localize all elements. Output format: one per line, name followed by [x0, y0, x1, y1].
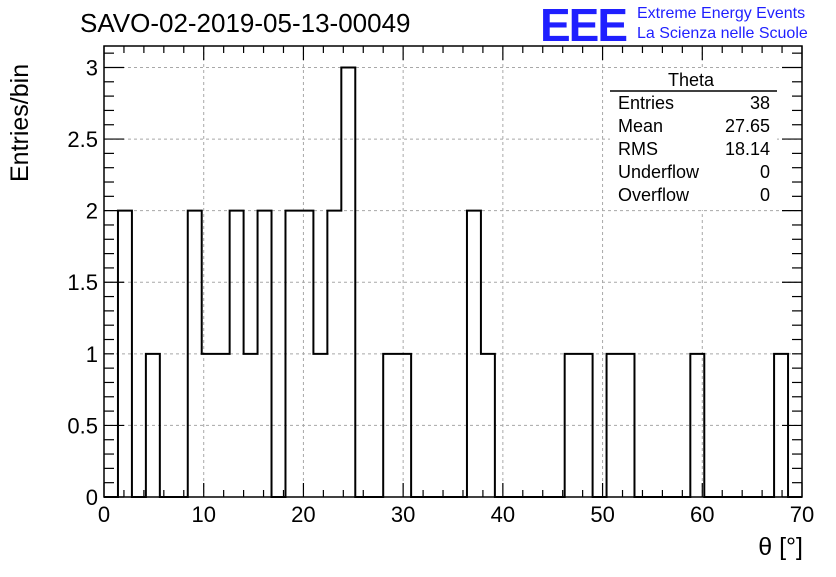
plot-frame: [103, 45, 803, 498]
histogram-bin: [690, 354, 704, 497]
stats-key: RMS: [618, 139, 658, 159]
histogram-bin: [383, 354, 397, 497]
stats-value: 27.65: [724, 116, 770, 136]
y-tick-label: 0: [86, 485, 98, 510]
histogram-bin: [579, 354, 593, 497]
histogram-bin: [285, 211, 299, 497]
histogram-bin: [481, 354, 495, 497]
histogram-bin: [565, 354, 579, 497]
logo-line-1: Extreme Energy Events: [637, 5, 806, 22]
stats-key: Overflow: [618, 185, 690, 205]
stats-value: 0: [759, 185, 770, 205]
histogram-bin: [146, 354, 160, 497]
histogram-bin: [397, 354, 411, 497]
y-axis-label: Entries/bin: [6, 63, 34, 182]
eee-logo: EEE: [540, 0, 628, 51]
stats-value: 38: [749, 93, 770, 113]
stats-key: Mean: [618, 116, 664, 136]
x-tick-label: 50: [590, 502, 614, 527]
stats-title: Theta: [668, 70, 715, 90]
x-tick-label: 70: [790, 502, 814, 527]
histogram-bin: [313, 354, 327, 497]
stats-value: 18.14: [724, 139, 770, 159]
histogram-bin: [258, 211, 272, 497]
histogram-bin: [467, 211, 481, 497]
histogram-bin: [118, 211, 132, 497]
histogram-bin: [244, 354, 258, 497]
histogram-bin: [216, 354, 230, 497]
x-tick-label: 0: [98, 502, 110, 527]
stats-value: 0: [759, 162, 770, 182]
logo-line-2: La Scienza nelle Scuole: [637, 25, 808, 42]
histogram-bin: [188, 211, 202, 497]
histogram-bin: [621, 354, 635, 497]
histogram-bin: [607, 354, 621, 497]
y-tick-label: 1: [86, 342, 98, 367]
y-tick-label: 3: [86, 55, 98, 80]
histogram-bin: [327, 211, 341, 497]
stats-key: Underflow: [618, 162, 700, 182]
x-axis-label: θ [°]: [758, 533, 803, 561]
histogram-bin: [299, 211, 313, 497]
x-tick-label: 20: [291, 502, 315, 527]
y-tick-label: 2.5: [67, 127, 98, 152]
y-tick-label: 1.5: [67, 270, 98, 295]
histogram-bin: [341, 67, 355, 497]
chart-title: SAVO-02-2019-05-13-00049: [80, 8, 411, 38]
y-tick-label: 0.5: [67, 413, 98, 438]
x-tick-label: 60: [690, 502, 714, 527]
x-tick-label: 40: [491, 502, 515, 527]
histogram-bin: [202, 354, 216, 497]
x-tick-label: 10: [191, 502, 215, 527]
histogram-bin: [230, 211, 244, 497]
y-tick-label: 2: [86, 199, 98, 224]
stats-key: Entries: [618, 93, 675, 113]
x-tick-label: 30: [391, 502, 415, 527]
